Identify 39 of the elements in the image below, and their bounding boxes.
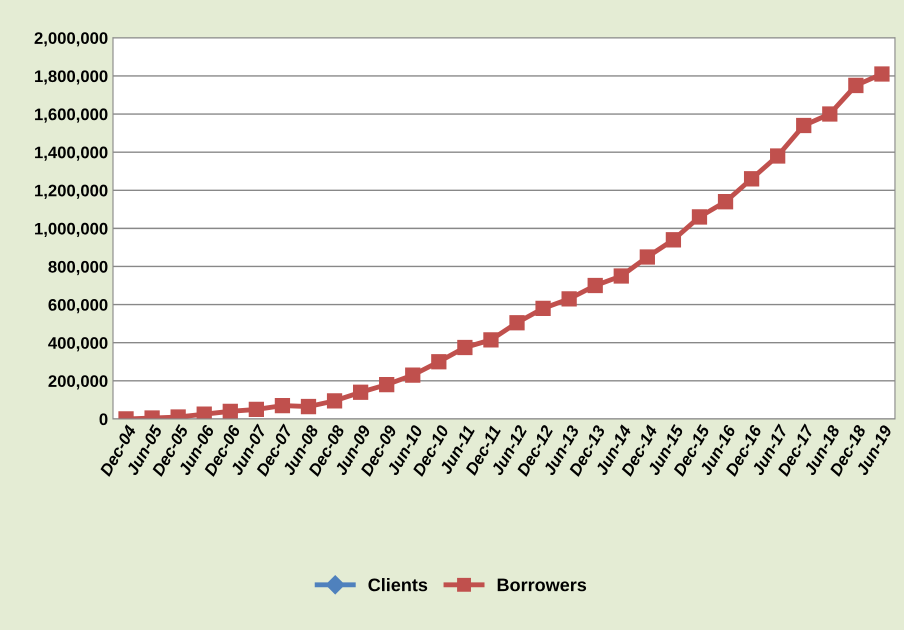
legend-label: Borrowers <box>498 578 586 592</box>
point <box>509 315 525 330</box>
point <box>874 66 890 82</box>
y-tick-label: 0 <box>100 413 108 426</box>
point <box>483 332 499 348</box>
point <box>379 377 394 392</box>
y-tick-label: 1,200,000 <box>35 184 108 199</box>
y-tick-label: 1,000,000 <box>35 222 108 237</box>
point <box>692 209 708 225</box>
point <box>248 402 264 418</box>
point <box>431 354 446 370</box>
point <box>770 148 786 164</box>
point <box>718 194 734 210</box>
point <box>352 384 368 400</box>
point <box>300 398 316 414</box>
point <box>222 404 238 419</box>
point <box>535 300 551 316</box>
point <box>640 249 655 265</box>
y-tick-label: 2,000,000 <box>34 32 108 46</box>
y-tick-label: 1,400,000 <box>35 146 108 161</box>
y-tick-label: 600,000 <box>48 299 108 314</box>
point <box>822 106 838 122</box>
y-tick-label: 800,000 <box>48 260 108 276</box>
point <box>666 232 682 248</box>
point <box>405 367 420 383</box>
point <box>796 118 812 134</box>
point <box>457 340 473 356</box>
point <box>274 398 290 414</box>
point <box>326 393 342 408</box>
y-tick-label: 1,600,000 <box>35 108 108 123</box>
point <box>848 78 864 94</box>
y-tick-label: 1,800,000 <box>35 70 108 85</box>
legend-label: Clients <box>368 578 428 592</box>
point <box>588 278 603 294</box>
y-tick-label: 200,000 <box>48 375 108 390</box>
point <box>744 171 760 186</box>
point <box>562 291 577 307</box>
y-tick-label: 400,000 <box>48 337 108 352</box>
point <box>614 268 629 284</box>
